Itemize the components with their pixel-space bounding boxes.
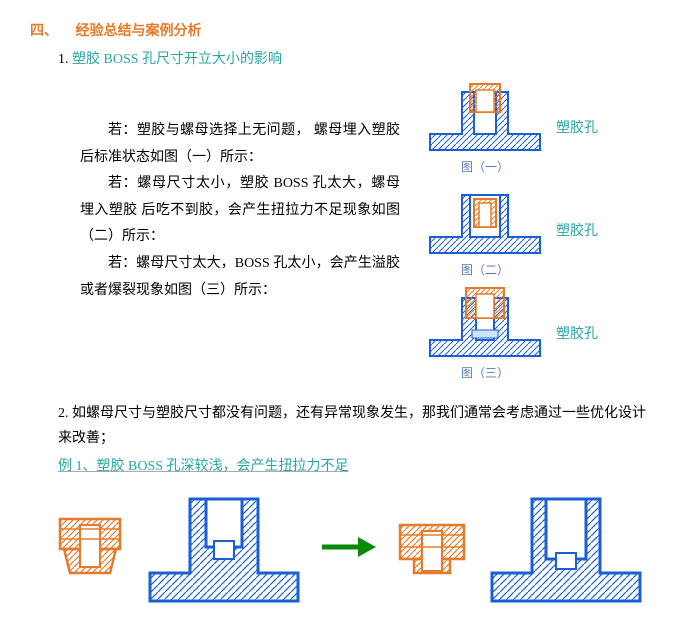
diagram-1-icon	[420, 78, 550, 156]
item1-p2: 若：螺母尺寸太小，塑胶 BOSS 孔太大，螺母埋入塑胶 后吃不到胶，会产生扭拉力…	[80, 171, 400, 251]
section-header: 四、 经验总结与案例分析	[30, 20, 670, 40]
figure-2-row: 图（二） 塑胶孔	[420, 181, 598, 278]
figure-1-caption: 图（一）	[461, 158, 509, 175]
example1-header: 例 1、塑胶 BOSS 孔深较浅，会产生扭拉力不足	[58, 455, 670, 475]
figure-3-row: 图（三） 塑胶孔	[420, 284, 598, 381]
figure-1: 图（一）	[420, 78, 550, 175]
section-title: 经验总结与案例分析	[76, 24, 202, 39]
figure-1-side-label: 塑胶孔	[556, 117, 598, 137]
diagram-3-icon	[420, 284, 550, 362]
item1-num: 1.	[58, 52, 69, 67]
item1-body: 若：塑胶与螺母选择上无问题， 螺母埋入塑胶后标准状态如图（一）所示： 若：螺母尺…	[80, 78, 670, 381]
item1-figures: 图（一） 塑胶孔	[420, 78, 598, 381]
nut-right-icon	[392, 507, 472, 587]
figure-2: 图（二）	[420, 181, 550, 278]
nut-left-icon	[50, 507, 130, 587]
item1-p1: 若：塑胶与螺母选择上无问题， 螺母埋入塑胶后标准状态如图（一）所示：	[80, 118, 400, 171]
item2: 2. 如螺母尺寸与塑胶尺寸都没有问题，还有异常现象发生，那我们通常会考虑通过一些…	[58, 401, 658, 451]
figure-2-caption: 图（二）	[461, 261, 509, 278]
item1-title: 塑胶 BOSS 孔尺寸开立大小的影响	[72, 52, 282, 67]
section-num: 四、	[30, 24, 58, 39]
boss-right-icon	[486, 487, 646, 607]
item2-text: 如螺母尺寸与塑胶尺寸都没有问题，还有异常现象发生，那我们通常会考虑通过一些优化设…	[58, 406, 646, 446]
item1-text: 若：塑胶与螺母选择上无问题， 螺母埋入塑胶后标准状态如图（一）所示： 若：螺母尺…	[80, 78, 400, 304]
boss-left-icon	[144, 487, 304, 607]
example1-title: 塑胶 BOSS 孔深较浅，会产生扭拉力不足	[97, 459, 349, 474]
item1-header: 1. 塑胶 BOSS 孔尺寸开立大小的影响	[58, 48, 670, 68]
example1-prefix: 例 1、	[58, 459, 97, 474]
item2-num: 2.	[58, 406, 69, 421]
figure-3: 图（三）	[420, 284, 550, 381]
item1-p3: 若：螺母尺寸太大，BOSS 孔太小，会产生溢胶或者爆裂现象如图（三）所示：	[80, 251, 400, 304]
figure-2-side-label: 塑胶孔	[556, 220, 598, 240]
figure-1-row: 图（一） 塑胶孔	[420, 78, 598, 175]
figure-3-caption: 图（三）	[461, 364, 509, 381]
figure-3-side-label: 塑胶孔	[556, 323, 598, 343]
diagram-2-icon	[420, 181, 550, 259]
example1-figures	[50, 487, 670, 607]
arrow-right-icon	[318, 532, 378, 562]
